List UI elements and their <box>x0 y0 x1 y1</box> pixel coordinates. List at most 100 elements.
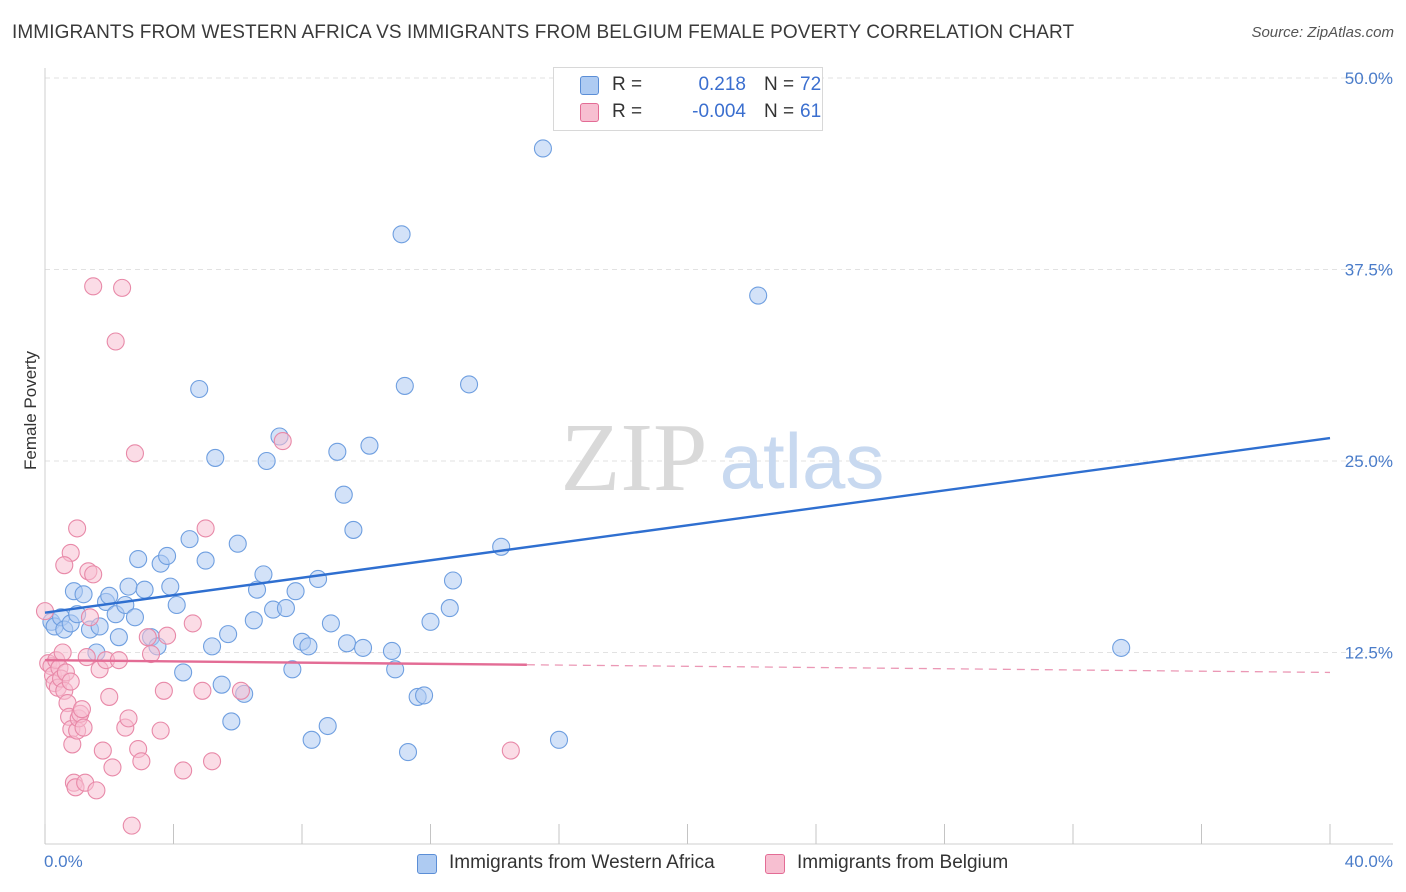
chart-source: Source: ZipAtlas.com <box>1251 24 1394 41</box>
point-western-africa <box>254 565 273 584</box>
point-western-africa <box>276 599 295 618</box>
y-tick-label: 50.0% <box>1345 69 1393 88</box>
point-western-africa <box>392 225 411 244</box>
point-belgium <box>77 648 96 667</box>
legend-n-label: N = <box>764 101 795 122</box>
point-western-africa <box>398 743 418 762</box>
point-western-africa <box>386 660 405 679</box>
point-western-africa <box>415 686 434 705</box>
point-belgium <box>501 741 520 760</box>
watermark-atlas: atlas <box>720 417 885 505</box>
point-western-africa <box>382 641 402 661</box>
point-western-africa <box>283 660 302 679</box>
bottom-swatch-belgium <box>765 854 785 874</box>
point-belgium <box>138 628 157 647</box>
point-western-africa <box>174 663 193 682</box>
point-western-africa <box>309 569 328 589</box>
point-belgium <box>72 700 91 719</box>
point-western-africa <box>344 520 363 539</box>
point-western-africa <box>212 675 231 694</box>
point-belgium <box>231 681 251 700</box>
point-western-africa <box>1112 638 1131 657</box>
legend-r-label: R = <box>612 101 643 122</box>
point-western-africa <box>321 614 340 633</box>
point-western-africa <box>360 436 379 455</box>
point-western-africa <box>206 448 225 467</box>
point-belgium <box>125 444 144 463</box>
point-belgium <box>151 721 170 740</box>
point-western-africa <box>74 585 93 604</box>
point-western-africa <box>228 534 247 553</box>
point-western-africa <box>533 139 552 158</box>
point-western-africa <box>109 628 128 647</box>
correlation-legend: R = 0.218 N = 72 R = -0.004 N = 61 <box>553 67 823 131</box>
trend-belgium <box>44 658 527 666</box>
point-western-africa <box>125 608 144 627</box>
chart-title: IMMIGRANTS FROM WESTERN AFRICA VS IMMIGR… <box>12 22 1075 43</box>
point-western-africa <box>135 580 154 599</box>
axes <box>44 68 1393 845</box>
watermark-zip: ZIP <box>561 404 708 512</box>
point-belgium <box>93 741 112 760</box>
point-belgium <box>158 626 177 645</box>
point-western-africa <box>119 577 138 596</box>
point-western-africa <box>421 612 440 631</box>
point-belgium <box>174 761 193 780</box>
legend-n-label: N = <box>764 74 795 95</box>
point-western-africa <box>129 549 148 569</box>
point-western-africa <box>302 730 321 749</box>
point-belgium <box>80 608 100 627</box>
grid-lines <box>45 77 1393 653</box>
point-belgium <box>74 718 93 737</box>
y-tick-label: 37.5% <box>1345 261 1393 280</box>
point-belgium <box>132 752 151 771</box>
point-western-africa <box>353 638 373 657</box>
trend-western-africa <box>44 436 1331 614</box>
point-belgium <box>141 644 161 664</box>
point-belgium <box>273 432 292 451</box>
legend-r-value: 0.218 <box>698 74 746 95</box>
point-western-africa <box>203 637 222 656</box>
point-belgium <box>61 672 80 691</box>
point-western-africa <box>395 376 414 395</box>
point-western-africa <box>100 586 119 605</box>
point-belgium <box>193 681 212 700</box>
point-western-africa <box>492 537 511 556</box>
legend-swatch-belgium <box>580 103 599 122</box>
point-belgium <box>103 758 122 777</box>
point-western-africa <box>180 530 199 549</box>
point-western-africa <box>443 571 463 590</box>
point-belgium <box>154 681 173 700</box>
legend-r-label: R = <box>612 74 643 95</box>
point-western-africa <box>459 375 479 394</box>
point-belgium <box>183 614 202 633</box>
point-western-africa <box>158 546 177 566</box>
point-belgium <box>84 277 103 296</box>
point-western-africa <box>749 286 768 305</box>
point-western-africa <box>222 712 241 731</box>
point-western-africa <box>286 582 305 601</box>
trend-lines <box>44 436 1331 674</box>
legend-swatch-western-africa <box>580 76 599 95</box>
y-tick-label: 25.0% <box>1345 452 1393 471</box>
legend-n-value: 61 <box>800 101 822 122</box>
bottom-swatch-western-africa <box>417 854 437 874</box>
point-belgium <box>55 556 74 575</box>
point-western-africa <box>334 485 353 504</box>
point-western-africa <box>549 730 569 749</box>
point-belgium <box>100 687 119 706</box>
y-tick-label: 12.5% <box>1345 644 1393 663</box>
point-western-africa <box>318 716 337 736</box>
x-tick-label-min: 0.0% <box>44 852 83 871</box>
watermark: ZIP atlas <box>561 404 885 512</box>
point-belgium <box>53 643 72 662</box>
point-belgium <box>119 709 138 728</box>
legend-r-value: -0.004 <box>692 101 746 122</box>
point-western-africa <box>257 451 276 471</box>
point-western-africa <box>190 379 209 399</box>
point-belgium <box>87 781 106 800</box>
point-western-africa <box>337 634 357 653</box>
point-western-africa <box>244 611 263 630</box>
x-tick-label-max: 40.0% <box>1344 852 1393 871</box>
